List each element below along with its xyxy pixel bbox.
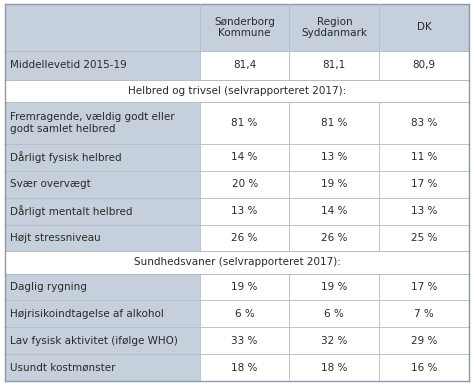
Text: Sønderborg
Kommune: Sønderborg Kommune bbox=[214, 17, 275, 38]
Text: 14 %: 14 % bbox=[321, 206, 347, 216]
Bar bbox=[379, 51, 469, 80]
Bar bbox=[200, 274, 290, 300]
Text: Dårligt mentalt helbred: Dårligt mentalt helbred bbox=[10, 205, 133, 217]
Bar bbox=[290, 4, 379, 51]
Bar bbox=[290, 300, 379, 327]
Bar bbox=[5, 354, 200, 381]
Text: 80,9: 80,9 bbox=[413, 60, 436, 70]
Text: Sundhedsvaner (selvrapporteret 2017):: Sundhedsvaner (selvrapporteret 2017): bbox=[134, 258, 340, 268]
Text: Lav fysisk aktivitet (ifølge WHO): Lav fysisk aktivitet (ifølge WHO) bbox=[10, 336, 178, 346]
Text: Region
Syddanmark: Region Syddanmark bbox=[301, 17, 367, 38]
Bar bbox=[200, 171, 290, 198]
Bar bbox=[5, 300, 200, 327]
Text: 29 %: 29 % bbox=[411, 336, 438, 346]
Text: 13 %: 13 % bbox=[321, 152, 347, 162]
Bar bbox=[200, 198, 290, 224]
Text: 81,1: 81,1 bbox=[323, 60, 346, 70]
Bar bbox=[5, 274, 200, 300]
Bar bbox=[200, 300, 290, 327]
Bar bbox=[379, 198, 469, 224]
Bar bbox=[379, 354, 469, 381]
Bar bbox=[379, 274, 469, 300]
Bar bbox=[5, 144, 200, 171]
Bar bbox=[379, 224, 469, 251]
Text: 11 %: 11 % bbox=[411, 152, 438, 162]
Bar bbox=[5, 51, 200, 80]
Text: 19 %: 19 % bbox=[321, 179, 347, 189]
Bar bbox=[5, 224, 200, 251]
Bar bbox=[290, 198, 379, 224]
Text: Usundt kostmønster: Usundt kostmønster bbox=[10, 363, 116, 373]
Bar bbox=[379, 171, 469, 198]
Text: 14 %: 14 % bbox=[231, 152, 258, 162]
Text: 16 %: 16 % bbox=[411, 363, 438, 373]
Text: 7 %: 7 % bbox=[414, 309, 434, 319]
Text: 17 %: 17 % bbox=[411, 179, 438, 189]
Bar bbox=[5, 327, 200, 354]
Text: Helbred og trivsel (selvrapporteret 2017):: Helbred og trivsel (selvrapporteret 2017… bbox=[128, 86, 346, 96]
Bar bbox=[290, 144, 379, 171]
Text: 13 %: 13 % bbox=[411, 206, 438, 216]
Text: Daglig rygning: Daglig rygning bbox=[10, 282, 87, 292]
Text: Højt stressniveau: Højt stressniveau bbox=[10, 233, 101, 243]
Text: 83 %: 83 % bbox=[411, 118, 438, 128]
Bar bbox=[200, 224, 290, 251]
Text: DK: DK bbox=[417, 22, 431, 32]
Text: 26 %: 26 % bbox=[231, 233, 258, 243]
Text: 19 %: 19 % bbox=[231, 282, 258, 292]
Text: 6 %: 6 % bbox=[235, 309, 255, 319]
Bar bbox=[200, 51, 290, 80]
Bar bbox=[290, 51, 379, 80]
Bar bbox=[379, 102, 469, 144]
Bar bbox=[5, 4, 200, 51]
Bar bbox=[5, 102, 200, 144]
Bar bbox=[290, 327, 379, 354]
Bar bbox=[200, 354, 290, 381]
Bar bbox=[5, 80, 469, 102]
Text: Middellevetid 2015-19: Middellevetid 2015-19 bbox=[10, 60, 127, 70]
Bar bbox=[5, 198, 200, 224]
Text: 81,4: 81,4 bbox=[233, 60, 256, 70]
Text: 26 %: 26 % bbox=[321, 233, 347, 243]
Bar bbox=[290, 274, 379, 300]
Text: 13 %: 13 % bbox=[231, 206, 258, 216]
Text: 18 %: 18 % bbox=[321, 363, 347, 373]
Bar bbox=[5, 171, 200, 198]
Text: 33 %: 33 % bbox=[231, 336, 258, 346]
Bar bbox=[5, 251, 469, 274]
Bar bbox=[290, 354, 379, 381]
Bar bbox=[290, 171, 379, 198]
Bar bbox=[290, 102, 379, 144]
Bar bbox=[379, 300, 469, 327]
Bar bbox=[200, 327, 290, 354]
Text: 6 %: 6 % bbox=[324, 309, 344, 319]
Text: 18 %: 18 % bbox=[231, 363, 258, 373]
Bar bbox=[379, 327, 469, 354]
Text: 32 %: 32 % bbox=[321, 336, 347, 346]
Text: 81 %: 81 % bbox=[231, 118, 258, 128]
Bar bbox=[200, 144, 290, 171]
Bar bbox=[200, 102, 290, 144]
Bar bbox=[379, 144, 469, 171]
Text: Svær overvægt: Svær overvægt bbox=[10, 179, 91, 189]
Text: 81 %: 81 % bbox=[321, 118, 347, 128]
Text: 20 %: 20 % bbox=[231, 179, 258, 189]
Text: 19 %: 19 % bbox=[321, 282, 347, 292]
Text: Højrisikoindtagelse af alkohol: Højrisikoindtagelse af alkohol bbox=[10, 309, 164, 319]
Text: Dårligt fysisk helbred: Dårligt fysisk helbred bbox=[10, 151, 122, 163]
Bar bbox=[200, 4, 290, 51]
Bar bbox=[379, 4, 469, 51]
Text: 25 %: 25 % bbox=[411, 233, 438, 243]
Text: Fremragende, vældig godt eller
godt samlet helbred: Fremragende, vældig godt eller godt saml… bbox=[10, 112, 175, 134]
Bar bbox=[290, 224, 379, 251]
Text: 17 %: 17 % bbox=[411, 282, 438, 292]
